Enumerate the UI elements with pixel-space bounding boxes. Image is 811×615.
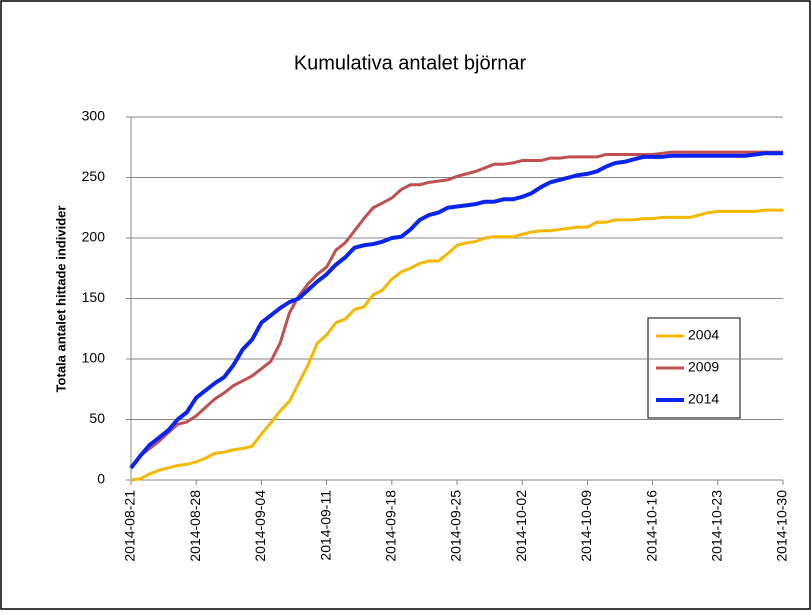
x-tick-label: 2014-10-23 (709, 490, 725, 562)
legend-label: 2004 (688, 327, 719, 343)
x-tick-label: 2014-10-16 (643, 490, 659, 562)
x-tick-label: 2014-10-02 (513, 490, 529, 562)
series-line (129, 150, 783, 469)
y-tick-label: 50 (89, 410, 105, 426)
x-tick-label: 2014-09-04 (252, 490, 268, 562)
x-tick-label: 2014-09-18 (383, 490, 399, 562)
series-line (130, 208, 783, 482)
y-tick-label: 150 (82, 289, 106, 305)
x-tick-label: 2014-08-28 (187, 490, 203, 562)
series-line (129, 151, 783, 470)
y-tick-label: 300 (82, 108, 106, 124)
y-tick-label: 100 (82, 350, 106, 366)
x-tick-label: 2014-08-21 (122, 490, 138, 562)
x-tick-label: 2014-09-25 (448, 490, 464, 562)
y-tick-label: 250 (82, 168, 106, 184)
chart-title: Kumulativa antalet björnar (294, 52, 527, 74)
y-tick-label: 0 (97, 471, 105, 487)
legend-label: 2014 (688, 391, 719, 407)
legend-label: 2009 (688, 359, 719, 375)
x-tick-label: 2014-10-09 (578, 490, 594, 562)
x-tick-label: 2014-09-11 (317, 490, 333, 561)
y-tick-label: 200 (82, 229, 106, 245)
y-axis-label: Totala antalet hittade individer (53, 206, 68, 393)
x-tick-label: 2014-10-30 (774, 490, 790, 562)
